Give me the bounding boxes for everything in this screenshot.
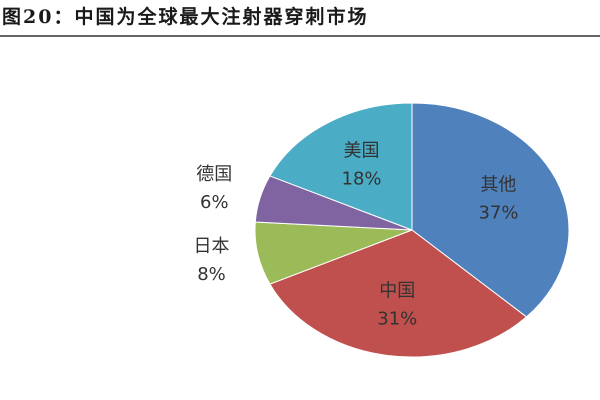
value-label: 6% bbox=[200, 192, 229, 213]
chart-title: 图20：中国为全球最大注射器穿刺市场 bbox=[2, 5, 368, 28]
slice-name: 美国 bbox=[344, 141, 380, 162]
slice-name: 中国 bbox=[379, 280, 415, 301]
value-label: 18% bbox=[342, 169, 382, 190]
pie-slice bbox=[269, 102, 413, 231]
pie-slice bbox=[269, 229, 528, 358]
value-label: 31% bbox=[377, 308, 417, 329]
slice-name: 日本 bbox=[194, 236, 230, 257]
value-label: 37% bbox=[478, 203, 518, 224]
pie-slice bbox=[411, 102, 570, 318]
value-label: 8% bbox=[197, 264, 226, 285]
slice-name: 德国 bbox=[196, 164, 232, 185]
slice-name: 其他 bbox=[480, 175, 516, 196]
